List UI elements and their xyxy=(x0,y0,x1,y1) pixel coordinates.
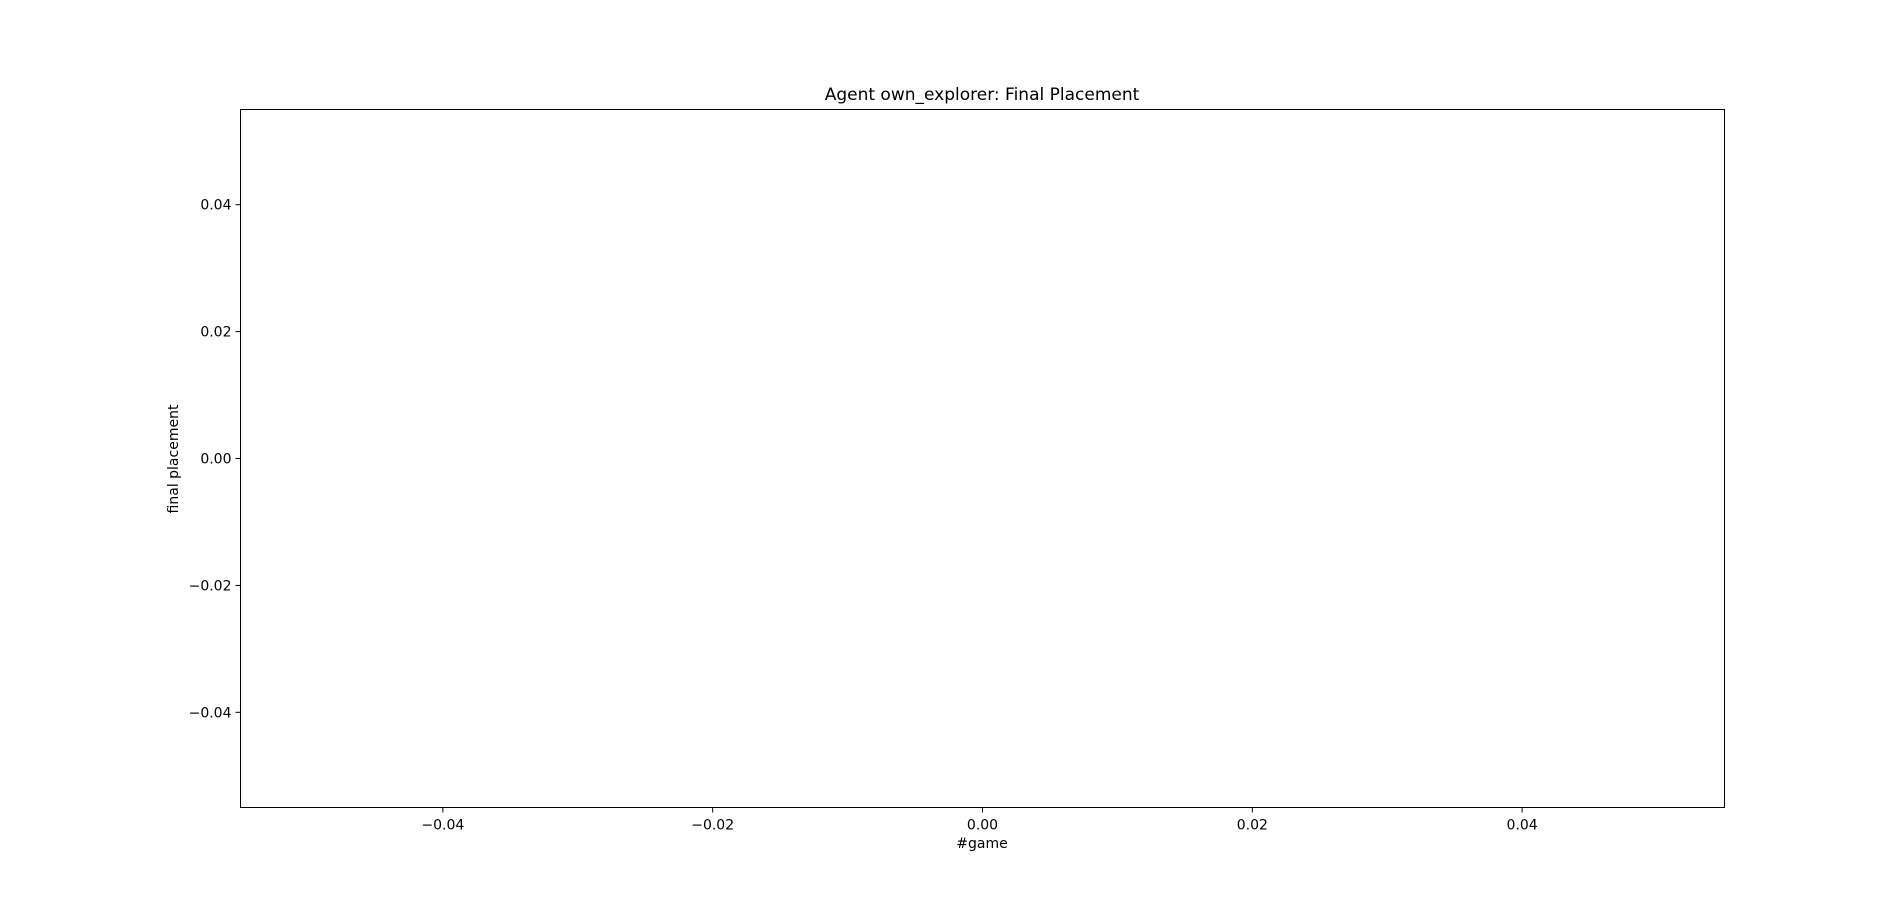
chart-title: Agent own_explorer: Final Placement xyxy=(825,85,1140,105)
y-tick-label: 0.02 xyxy=(200,325,231,341)
plot-area-frame xyxy=(240,109,1725,808)
y-tick-label: −0.02 xyxy=(189,578,232,594)
x-tick-label: −0.04 xyxy=(421,818,464,834)
y-axis-ticks: 0.04 0.02 0.00 −0.02 −0.04 xyxy=(189,198,241,721)
x-tick-label: 0.02 xyxy=(1237,818,1268,834)
x-tick-label: −0.02 xyxy=(691,818,734,834)
x-axis-ticks: −0.04 −0.02 0.00 0.02 0.04 xyxy=(421,807,1538,834)
y-axis-label: final placement xyxy=(166,404,182,513)
y-tick-label: 0.04 xyxy=(200,198,231,214)
x-tick-label: 0.00 xyxy=(967,818,998,834)
y-tick-label: 0.00 xyxy=(200,452,231,468)
x-axis-label: #game xyxy=(956,836,1007,852)
x-tick-label: 0.04 xyxy=(1507,818,1538,834)
y-tick-label: −0.04 xyxy=(189,705,232,721)
